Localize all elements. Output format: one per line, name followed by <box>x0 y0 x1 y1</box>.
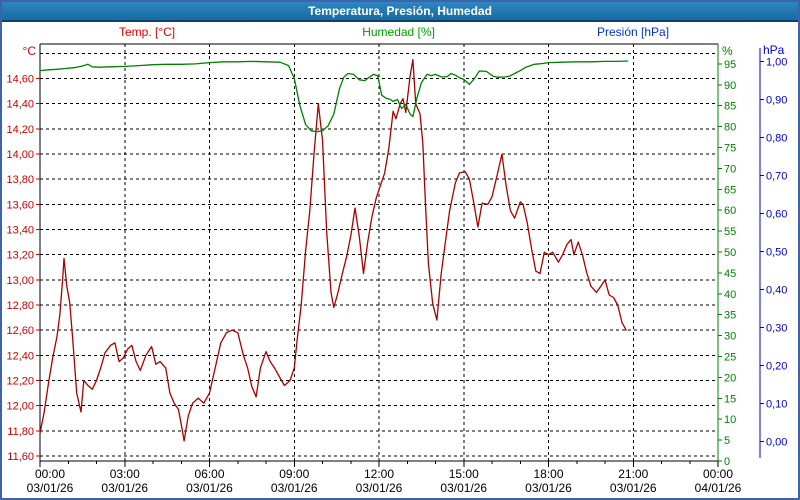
pressure-tick-label: 1,00 <box>766 57 787 69</box>
x-date-label: 03/01/26 <box>440 481 487 495</box>
pressure-tick-label: 0,80 <box>766 133 787 145</box>
x-date-label: 03/01/26 <box>101 481 148 495</box>
humidity-tick-label: 30 <box>724 331 736 343</box>
x-time-label: 00:00 <box>35 467 65 481</box>
pressure-tick-label: 0,40 <box>766 285 787 297</box>
x-date-label: 04/01/26 <box>695 481 742 495</box>
humidity-tick-label: 35 <box>724 310 736 322</box>
legend-pressure: Presión [hPa] <box>597 25 670 39</box>
x-time-label: 00:00 <box>703 467 733 481</box>
humidity-tick-label: 0 <box>724 456 730 468</box>
temperature-tick-label: 13,00 <box>6 275 34 287</box>
humidity-tick-label: 10 <box>724 414 736 426</box>
humidity-tick-label: 80 <box>724 122 736 134</box>
x-date-label: 03/01/26 <box>271 481 318 495</box>
humidity-tick-label: 85 <box>724 101 736 113</box>
x-date-label: 03/01/26 <box>186 481 233 495</box>
x-time-label: 12:00 <box>364 467 394 481</box>
humidity-tick-label: 60 <box>724 205 736 217</box>
temperature-tick-label: 12,60 <box>6 325 34 337</box>
temperature-axis-unit: °C <box>22 44 36 58</box>
pressure-tick-label: 0,70 <box>766 171 787 183</box>
temperature-tick-label: 14,60 <box>6 74 34 86</box>
x-time-label: 18:00 <box>533 467 563 481</box>
humidity-tick-label: 70 <box>724 163 736 175</box>
pressure-tick-label: 0,30 <box>766 323 787 335</box>
x-time-label: 15:00 <box>449 467 479 481</box>
temperature-tick-label: 11,60 <box>7 451 34 463</box>
humidity-tick-label: 40 <box>724 289 736 301</box>
legend-row: Temp. [°C] Humedad [%] Presión [hPa] <box>0 25 800 41</box>
x-time-label: 03:00 <box>110 467 140 481</box>
humidity-tick-label: 15 <box>724 393 736 405</box>
temperature-tick-label: 13,20 <box>6 250 34 262</box>
temperature-tick-label: 12,80 <box>6 300 34 312</box>
page-title: Temperatura, Presión, Humedad <box>308 4 492 18</box>
pressure-tick-label: 0,10 <box>766 399 787 411</box>
humidity-tick-label: 25 <box>724 352 736 364</box>
pressure-tick-label: 0,90 <box>766 95 787 107</box>
humidity-tick-label: 95 <box>724 59 736 71</box>
pressure-tick-label: 0,50 <box>766 247 787 259</box>
temperature-tick-label: 12,20 <box>6 376 34 388</box>
humidity-tick-label: 65 <box>724 184 736 196</box>
temperature-tick-label: 11,80 <box>7 426 34 438</box>
humidity-axis-unit: % <box>722 44 733 58</box>
pressure-tick-label: 0,60 <box>766 209 787 221</box>
x-time-label: 21:00 <box>618 467 648 481</box>
humidity-tick-label: 90 <box>724 80 736 92</box>
pressure-axis-unit: hPa <box>763 43 785 57</box>
temperature-series-line <box>39 59 627 442</box>
humidity-tick-label: 75 <box>724 143 736 155</box>
temperature-tick-label: 14,40 <box>6 99 34 111</box>
title-bar: Temperatura, Presión, Humedad <box>2 2 798 22</box>
temperature-tick-label: 13,80 <box>6 174 34 186</box>
x-date-label: 03/01/26 <box>27 481 74 495</box>
pressure-tick-label: 0,20 <box>766 361 787 373</box>
temperature-tick-label: 12,40 <box>6 350 34 362</box>
x-time-label: 09:00 <box>279 467 309 481</box>
x-date-label: 03/01/26 <box>525 481 572 495</box>
legend-humidity: Humedad [%] <box>362 25 435 39</box>
humidity-tick-label: 5 <box>724 435 730 447</box>
temperature-tick-label: 14,20 <box>6 124 34 136</box>
x-date-label: 03/01/26 <box>610 481 657 495</box>
temperature-tick-label: 13,60 <box>6 199 34 211</box>
temperature-tick-label: 12,00 <box>6 401 34 413</box>
x-date-label: 03/01/26 <box>356 481 403 495</box>
temperature-tick-label: 13,40 <box>6 225 34 237</box>
legend-temperature: Temp. [°C] <box>119 25 176 39</box>
humidity-series-line <box>39 60 629 133</box>
x-time-label: 06:00 <box>194 467 224 481</box>
humidity-tick-label: 45 <box>724 268 736 280</box>
humidity-tick-label: 20 <box>724 372 736 384</box>
temperature-tick-label: 14,00 <box>6 149 34 161</box>
pressure-tick-label: 0,00 <box>766 437 787 449</box>
humidity-tick-label: 55 <box>724 226 736 238</box>
humidity-tick-label: 50 <box>724 247 736 259</box>
